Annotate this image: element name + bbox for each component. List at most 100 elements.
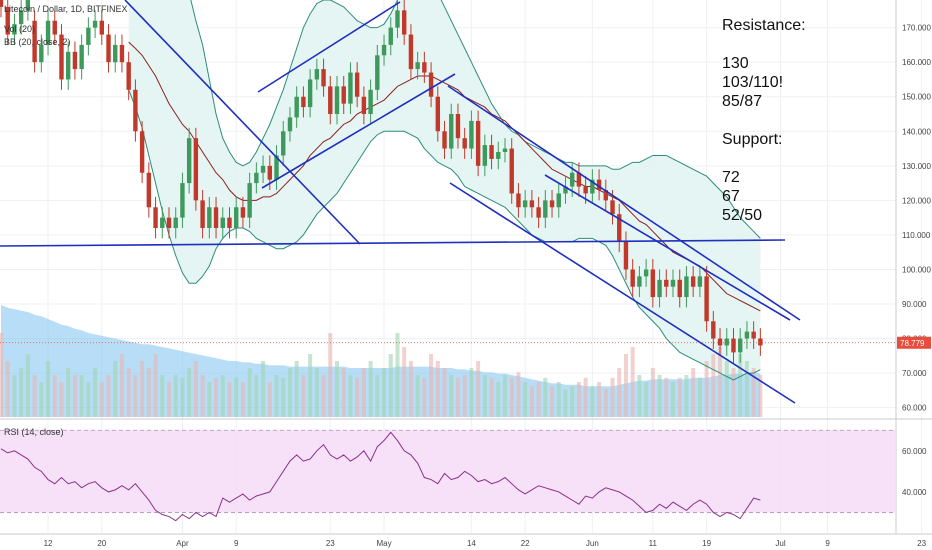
candle-body — [469, 120, 474, 149]
note-line: 85/87 — [722, 93, 763, 110]
candle-body — [126, 62, 131, 90]
note-line — [722, 111, 806, 130]
current-price-tag — [897, 336, 931, 349]
volume-bar — [234, 377, 239, 417]
volume-bar — [267, 382, 272, 417]
volume-bar — [5, 361, 10, 417]
volume-bar — [328, 333, 333, 417]
price-tick-label: 110.000 — [902, 231, 931, 240]
candle-body — [711, 321, 716, 339]
rsi-legend: RSI (14, close) — [4, 427, 64, 437]
time-tick-label: 20 — [97, 539, 106, 548]
candle-body — [449, 114, 454, 149]
candle-body — [220, 217, 225, 228]
price-tick-label: 120.000 — [902, 196, 931, 205]
volume-bar — [254, 375, 259, 417]
volume-bar — [52, 375, 57, 417]
candle-body — [596, 179, 602, 190]
candle-body — [307, 79, 313, 108]
volume-bar — [617, 368, 622, 417]
volume-bar — [496, 382, 501, 417]
volume-bar — [0, 333, 3, 417]
volume-bar — [274, 375, 279, 417]
candle-body — [657, 279, 662, 298]
candle-body — [180, 183, 185, 218]
volume-bar — [227, 382, 232, 417]
note-line: 103/110! — [722, 74, 784, 91]
candle-body — [274, 155, 279, 180]
candle-body — [482, 145, 488, 166]
price-tick-label: 60.000 — [902, 404, 927, 413]
current-price-label: 78.779 — [900, 339, 925, 348]
volume-bar — [570, 386, 575, 417]
candle-body — [281, 131, 286, 156]
volume-bar — [435, 361, 440, 417]
candle-body — [301, 96, 306, 108]
volume-bar — [200, 375, 205, 417]
trendline — [261, 73, 456, 189]
volume-bar — [489, 377, 494, 417]
volume-bar — [59, 382, 64, 417]
candle-body — [489, 145, 494, 159]
candle-body — [422, 62, 427, 73]
volume-bar — [697, 377, 702, 417]
candle-body — [113, 44, 118, 63]
candle-body — [603, 190, 608, 201]
price-tick-label: 70.000 — [902, 369, 927, 378]
volume-bar — [650, 368, 655, 417]
time-tick-label: 12 — [44, 539, 53, 548]
volume-bar — [126, 368, 131, 417]
candle-body — [160, 217, 165, 228]
volume-bar — [590, 386, 595, 417]
volume-bar — [301, 375, 306, 417]
bollinger-lower-line — [128, 89, 761, 381]
volume-bar — [711, 354, 716, 417]
candle-body — [133, 89, 138, 132]
volume-bar — [287, 368, 292, 417]
candle-body — [260, 165, 266, 173]
volume-bar — [314, 368, 319, 417]
volume-bar — [355, 377, 360, 417]
volume-bar — [550, 386, 555, 417]
volume-bar — [361, 368, 366, 417]
candle-body — [18, 10, 24, 25]
volume-bar — [388, 354, 393, 417]
candle-body — [234, 207, 239, 228]
volume-bar — [563, 389, 568, 417]
candle-body — [86, 27, 91, 45]
candle-body — [717, 338, 723, 346]
candle-body — [12, 24, 17, 35]
candle-body — [731, 338, 736, 353]
trendline — [124, 0, 361, 245]
candle-body — [0, 0, 4, 7]
volume-bar — [341, 368, 346, 417]
candle-body — [207, 207, 212, 228]
volume-bar — [597, 382, 602, 417]
volume-bar — [644, 382, 649, 417]
volume-bar — [187, 368, 192, 417]
candle-body — [247, 183, 252, 218]
candle-body — [428, 72, 434, 97]
candle-body — [139, 131, 145, 173]
volume-bar — [576, 382, 581, 417]
volume-bar — [160, 375, 165, 417]
candle-body — [227, 217, 232, 228]
candle-body — [475, 120, 481, 166]
volume-legend: Vol (20) — [4, 24, 36, 34]
time-tick-label: Apr — [176, 539, 189, 548]
time-tick-label: Jul — [775, 539, 785, 548]
volume-bar — [469, 368, 474, 417]
note-line — [722, 35, 806, 54]
candle-body — [462, 138, 467, 149]
price-tick-label: 160.000 — [902, 58, 931, 67]
volume-bar — [46, 361, 51, 417]
candle-body — [442, 131, 447, 149]
volume-bar — [335, 361, 339, 417]
candle-body — [267, 165, 272, 180]
volume-bar — [281, 377, 286, 417]
volume-bar — [240, 382, 245, 417]
time-tick-label: 19 — [702, 539, 711, 548]
volume-bar — [261, 361, 266, 417]
candle-body — [66, 51, 71, 80]
